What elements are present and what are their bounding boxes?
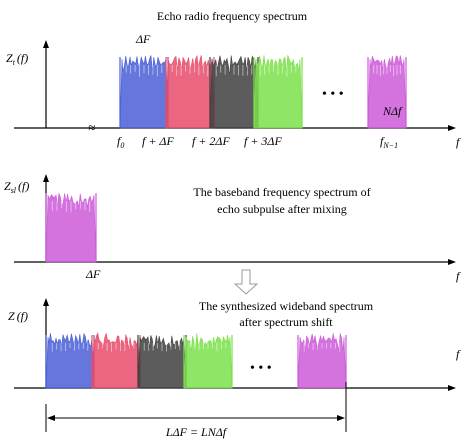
panel1-subpulse-3-body [209, 55, 259, 129]
panel2-tick-dF: ΔF [85, 267, 101, 281]
panel1-subpulse-2-body [165, 54, 215, 129]
panel-rf-spectrum: Echo radio frequency spectrum Zt (f) ≈ f … [6, 9, 461, 150]
panel1-subpulse-4-body [253, 55, 303, 129]
panel1-subpulse-spectra [119, 54, 407, 129]
panel2-baseband-pulse [45, 192, 97, 263]
panel2-baseband-subpulse [45, 192, 97, 263]
panel3-x-arrow [448, 385, 456, 391]
panel1-last-label: NΔf [382, 104, 403, 118]
panel-baseband-spectrum: Zsl (f) f The baseband frequency spectrum… [4, 174, 461, 295]
panel3-subpulse-last [297, 333, 347, 389]
panel3-subpulse-4-body [183, 333, 233, 389]
panel3-title-line1: The synthesized wideband spectrum [199, 299, 374, 313]
panel3-subpulse-1-body [45, 332, 95, 389]
panel1-delta-label: ΔF [135, 32, 151, 46]
panel2-f-axis-label: f [456, 269, 461, 283]
panel1-subpulse-last-body [367, 55, 407, 129]
span-label: LΔF = LNΔf [165, 425, 228, 439]
panel2-x-arrow [448, 259, 456, 265]
panel3-subpulse-3 [137, 335, 187, 389]
panel1-tick-f0-plus-dF: f + ΔF [142, 134, 174, 148]
panel1-tick-fN-1: fN−1 [380, 134, 398, 150]
panel1-subpulse-1 [119, 55, 169, 129]
panel3-subpulse-last-body [297, 333, 347, 389]
panel3-subpulse-1 [45, 332, 95, 389]
panel3-synthesized-spectra [45, 332, 347, 389]
spectrum-shift-arrow [233, 269, 259, 295]
panel-synthesized-spectrum: Z (f) f The synthesized wideband spectrum… [8, 298, 461, 439]
panel3-subpulse-2 [91, 332, 141, 389]
panel2-title-line1: The baseband frequency spectrum of [193, 185, 370, 199]
panel1-title: Echo radio frequency spectrum [157, 9, 308, 23]
panel3-y-arrow [43, 298, 49, 306]
panel3-subpulse-4 [183, 333, 233, 389]
panel1-tick-f0-plus-2dF: f + 2ΔF [192, 134, 230, 148]
panel3-subpulse-3-body [137, 335, 187, 389]
panel1-y-arrow [43, 40, 49, 48]
panel2-y-arrow [43, 174, 49, 182]
span-right-arrow [337, 415, 345, 421]
panel1-tick-f0: f0 [117, 134, 124, 150]
panel1-axis-break: ≈ [88, 120, 95, 135]
panel3-ylabel: Z (f) [8, 309, 28, 323]
panel1-x-arrow [448, 125, 456, 131]
span-label-bg [146, 423, 246, 439]
panel1-ylabel: Zt (f) [6, 51, 28, 67]
panel1-subpulse-4 [253, 55, 303, 129]
panel1-tick-f0-plus-3dF: f + 3ΔF [244, 134, 282, 148]
panel3-ellipsis: • • • [250, 361, 272, 376]
panel3-title-line2: after spectrum shift [239, 315, 333, 329]
panel1-subpulse-1-body [119, 55, 169, 129]
panel1-f-axis-label: f [456, 135, 461, 149]
panel1-ellipsis: • • • [322, 87, 344, 102]
panel2-ylabel: Zsl (f) [4, 179, 29, 195]
panel3-subpulse-2-body [91, 332, 141, 389]
span-left-arrow [47, 415, 55, 421]
panel2-baseband-subpulse-body [45, 192, 97, 263]
panel1-subpulse-2 [165, 54, 215, 129]
panel1-subpulse-last [367, 55, 407, 129]
panel1-subpulse-3 [209, 55, 259, 129]
panel3-f-axis-label: f [456, 347, 461, 361]
panel2-title-line2: echo subpulse after mixing [217, 202, 347, 216]
